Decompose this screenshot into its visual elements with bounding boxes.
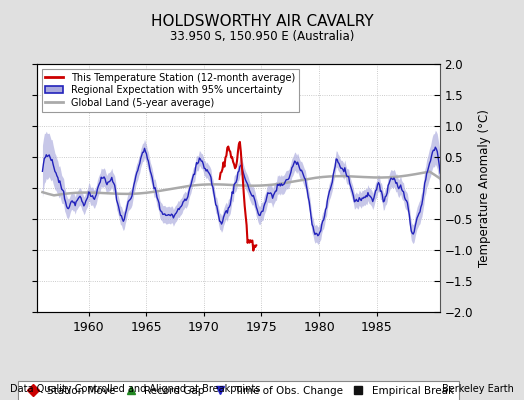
Y-axis label: Temperature Anomaly (°C): Temperature Anomaly (°C): [478, 109, 492, 267]
Text: 33.950 S, 150.950 E (Australia): 33.950 S, 150.950 E (Australia): [170, 30, 354, 43]
Text: Berkeley Earth: Berkeley Earth: [442, 384, 514, 394]
Legend: Station Move, Record Gap, Time of Obs. Change, Empirical Break: Station Move, Record Gap, Time of Obs. C…: [18, 381, 459, 400]
Text: HOLDSWORTHY AIR CAVALRY: HOLDSWORTHY AIR CAVALRY: [151, 14, 373, 29]
Text: Data Quality Controlled and Aligned at Breakpoints: Data Quality Controlled and Aligned at B…: [10, 384, 261, 394]
